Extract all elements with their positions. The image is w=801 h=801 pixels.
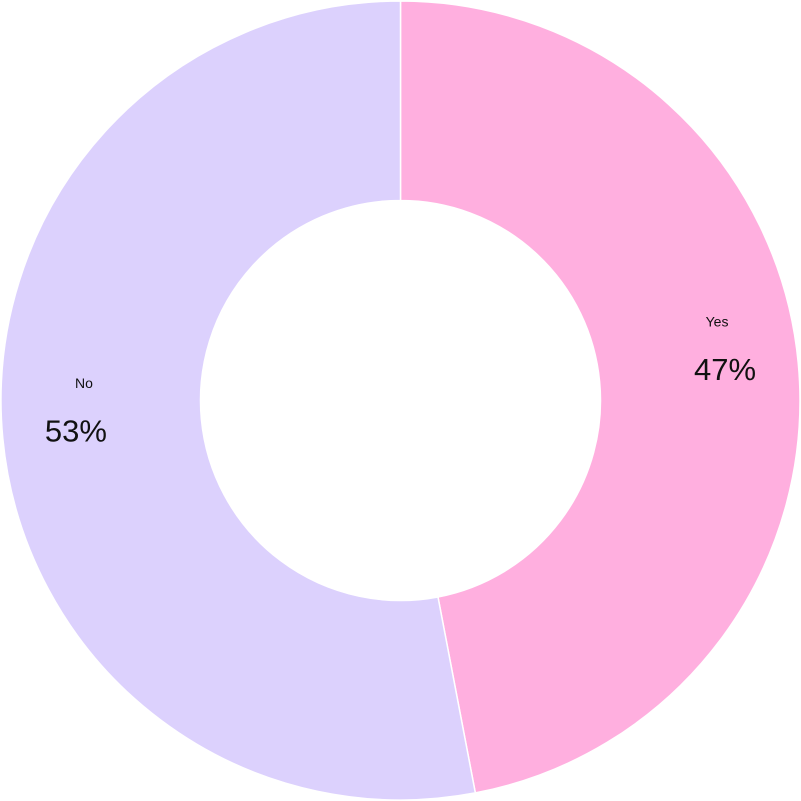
slice [0, 0, 477, 801]
slice-value-label: 53% [45, 413, 107, 448]
slice-name: No [75, 375, 93, 391]
slice [399, 0, 801, 794]
slice-name: Yes [706, 314, 729, 330]
slice-value-label: 47% [694, 352, 756, 387]
